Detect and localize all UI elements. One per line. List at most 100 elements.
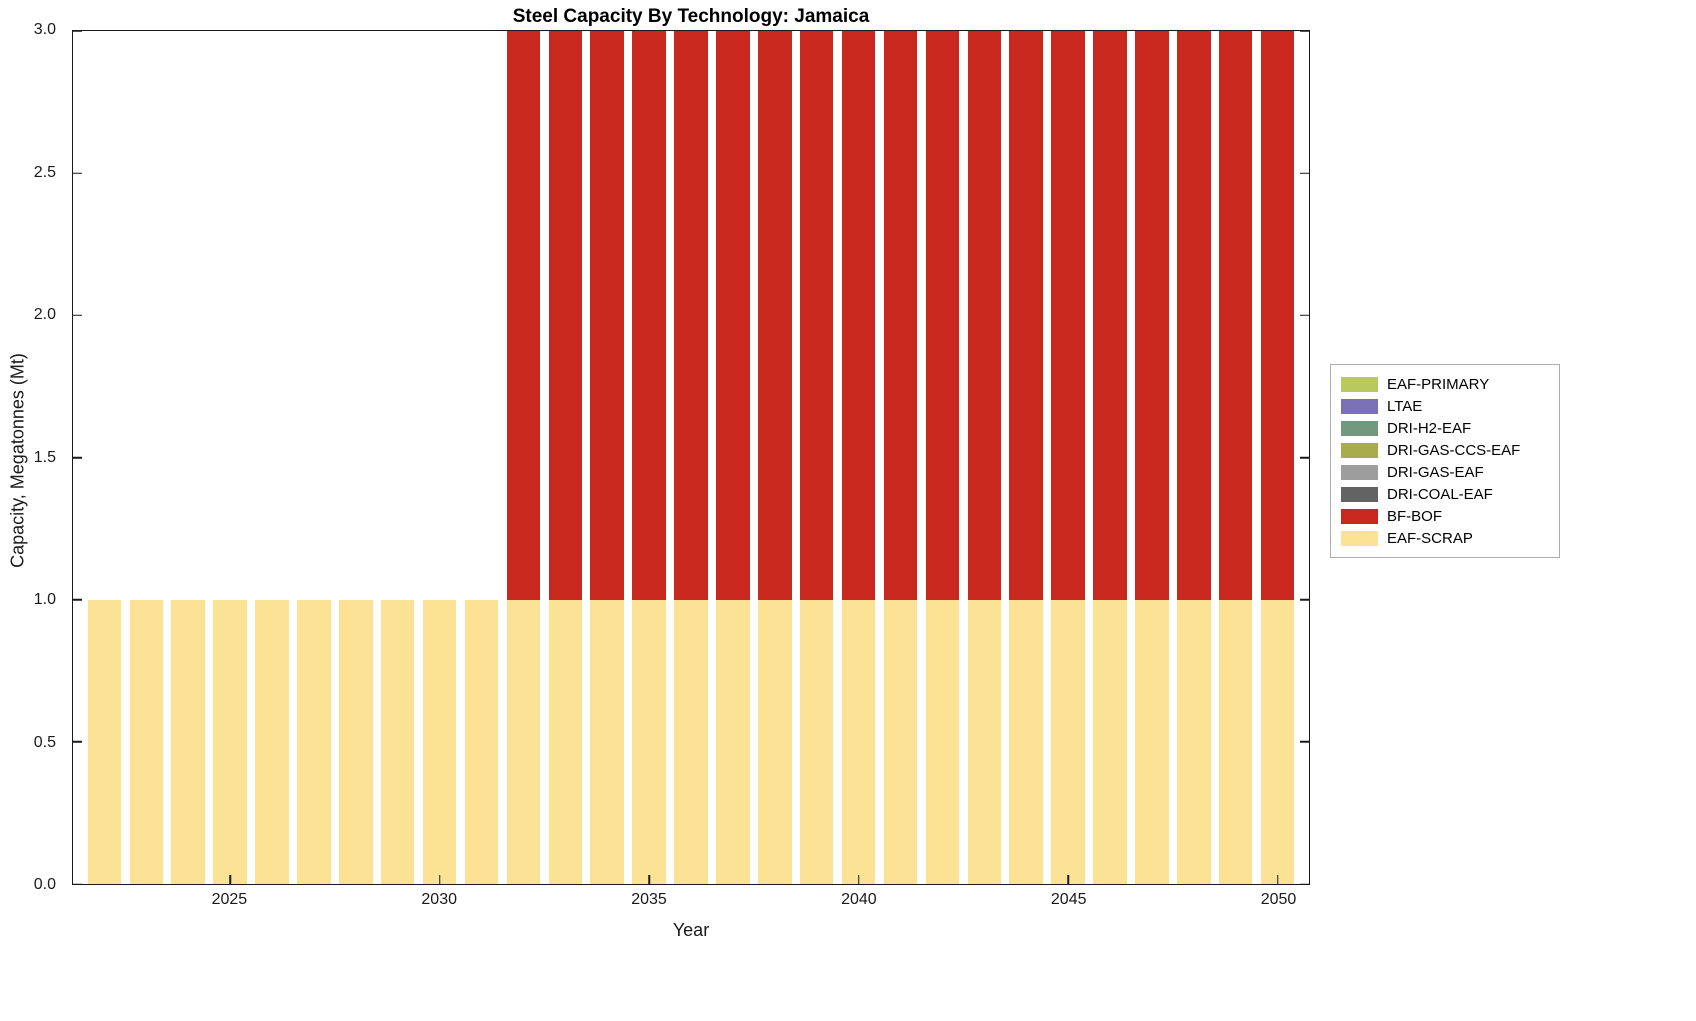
y-tick-mark — [73, 598, 82, 601]
bar-2027 — [297, 31, 331, 884]
y-tick-mark — [1300, 741, 1309, 743]
legend-swatch-dri-coal-eaf — [1341, 486, 1378, 502]
bar-segment-bf-bof — [590, 31, 624, 600]
bar-segment-bf-bof — [925, 31, 960, 600]
bar-segment-bf-bof — [1051, 31, 1085, 600]
x-tick-mark — [857, 875, 860, 884]
bar-segment-eaf-scrap — [632, 599, 666, 884]
legend-item-ltae: LTAE — [1341, 395, 1549, 417]
x-tick-mark — [1276, 875, 1279, 884]
legend-swatch-dri-gas-eaf — [1341, 464, 1378, 480]
legend-item-eaf-scrap: EAF-SCRAP — [1341, 527, 1549, 549]
bar-segment-eaf-scrap — [339, 599, 373, 884]
bar-segment-bf-bof — [758, 31, 792, 600]
y-tick-label: 0.0 — [33, 876, 56, 893]
bar-segment-eaf-scrap — [1135, 599, 1169, 884]
y-tick-mark — [1300, 883, 1309, 885]
bar-segment-bf-bof — [1177, 31, 1211, 600]
bar-segment-eaf-scrap — [380, 599, 415, 884]
legend-label: DRI-H2-EAF — [1387, 419, 1472, 437]
legend-swatch-dri-h2-eaf — [1341, 420, 1378, 436]
legend-swatch-bf-bof — [1341, 508, 1378, 524]
legend-swatch-eaf-primary — [1341, 376, 1378, 392]
bar-2042 — [925, 31, 960, 884]
legend-item-dri-gas-eaf: DRI-GAS-EAF — [1341, 461, 1549, 483]
x-tick-label: 2040 — [841, 891, 877, 908]
bar-2033 — [548, 31, 583, 884]
bar-2030 — [422, 31, 457, 884]
bar-segment-bf-bof — [883, 31, 918, 600]
legend-item-dri-h2-eaf: DRI-H2-EAF — [1341, 417, 1549, 439]
x-axis-label: Year — [672, 920, 710, 940]
bar-segment-bf-bof — [841, 31, 876, 600]
bar-2039 — [799, 31, 834, 884]
y-tick-mark — [73, 314, 82, 317]
y-tick-label: 3.0 — [33, 21, 56, 38]
bar-2025 — [213, 31, 247, 884]
bar-segment-bf-bof — [967, 31, 1002, 600]
x-tick-label: 2030 — [421, 891, 457, 908]
bar-segment-eaf-scrap — [925, 599, 960, 884]
bar-2041 — [883, 31, 918, 884]
bar-segment-bf-bof — [799, 31, 834, 600]
bar-2024 — [171, 31, 205, 884]
bar-segment-eaf-scrap — [1218, 599, 1253, 884]
bar-segment-eaf-scrap — [1260, 599, 1295, 884]
bar-segment-eaf-scrap — [716, 599, 750, 884]
x-tick-mark — [648, 875, 650, 884]
legend-label: DRI-GAS-EAF — [1387, 463, 1484, 481]
x-tick-label: 2050 — [1260, 891, 1297, 908]
bar-segment-eaf-scrap — [213, 599, 247, 884]
bar-segment-bf-bof — [632, 31, 666, 600]
y-tick-mark — [73, 883, 82, 885]
bar-2040 — [841, 31, 876, 884]
y-tick-mark — [1300, 314, 1309, 317]
bar-segment-eaf-scrap — [464, 599, 499, 884]
legend-label: EAF-PRIMARY — [1387, 375, 1490, 393]
legend-swatch-ltae — [1341, 398, 1378, 414]
bar-segment-bf-bof — [1093, 31, 1127, 600]
legend-label: EAF-SCRAP — [1387, 529, 1473, 547]
bar-segment-eaf-scrap — [841, 599, 876, 884]
x-tick-mark — [438, 875, 441, 884]
legend-label: LTAE — [1387, 397, 1423, 415]
legend-item-bf-bof: BF-BOF — [1341, 505, 1549, 527]
bar-segment-eaf-scrap — [171, 599, 205, 884]
y-tick-mark — [1300, 30, 1309, 32]
bar-2045 — [1051, 31, 1085, 884]
bar-segment-eaf-scrap — [422, 599, 457, 884]
bar-2022 — [87, 31, 122, 884]
bar-segment-eaf-scrap — [799, 599, 834, 884]
y-tick-label: 1.5 — [33, 448, 56, 466]
legend-box: EAF-PRIMARY LTAE DRI-H2-EAF DRI-GAS-CCS-EAF… — [1330, 364, 1560, 558]
legend-swatch-eaf-scrap — [1341, 530, 1378, 546]
y-tick-mark — [73, 741, 82, 743]
bar-2035 — [632, 31, 666, 884]
bar-2031 — [464, 31, 499, 884]
bar-segment-eaf-scrap — [87, 599, 122, 884]
bar-2032 — [506, 31, 541, 884]
y-tick-mark — [1300, 172, 1309, 174]
bar-segment-eaf-scrap — [758, 599, 792, 884]
bar-segment-bf-bof — [1009, 31, 1043, 600]
bar-segment-bf-bof — [1135, 31, 1169, 600]
legend-item-dri-gas-ccs-eaf: DRI-GAS-CCS-EAF — [1341, 439, 1549, 461]
x-tick-label: 2045 — [1050, 891, 1087, 908]
bar-segment-bf-bof — [674, 31, 708, 600]
bar-2049 — [1218, 31, 1253, 884]
bar-segment-eaf-scrap — [674, 599, 708, 884]
legend-label: BF-BOF — [1387, 507, 1442, 525]
x-tick-labels: 2025 2030 2035 2040 2045 2050 — [72, 891, 1310, 915]
y-tick-label: 2.0 — [33, 306, 56, 324]
bar-2037 — [716, 31, 750, 884]
bar-2026 — [255, 31, 289, 884]
bar-segment-bf-bof — [716, 31, 750, 600]
y-tick-mark — [1300, 456, 1309, 459]
bar-2044 — [1009, 31, 1043, 884]
y-tick-labels: 0.0 0.5 1.0 1.5 2.0 2.5 3.0 — [0, 21, 64, 893]
bar-segment-eaf-scrap — [548, 599, 583, 884]
bar-segment-eaf-scrap — [590, 599, 624, 884]
bar-2048 — [1177, 31, 1211, 884]
x-tick-mark — [229, 875, 231, 884]
